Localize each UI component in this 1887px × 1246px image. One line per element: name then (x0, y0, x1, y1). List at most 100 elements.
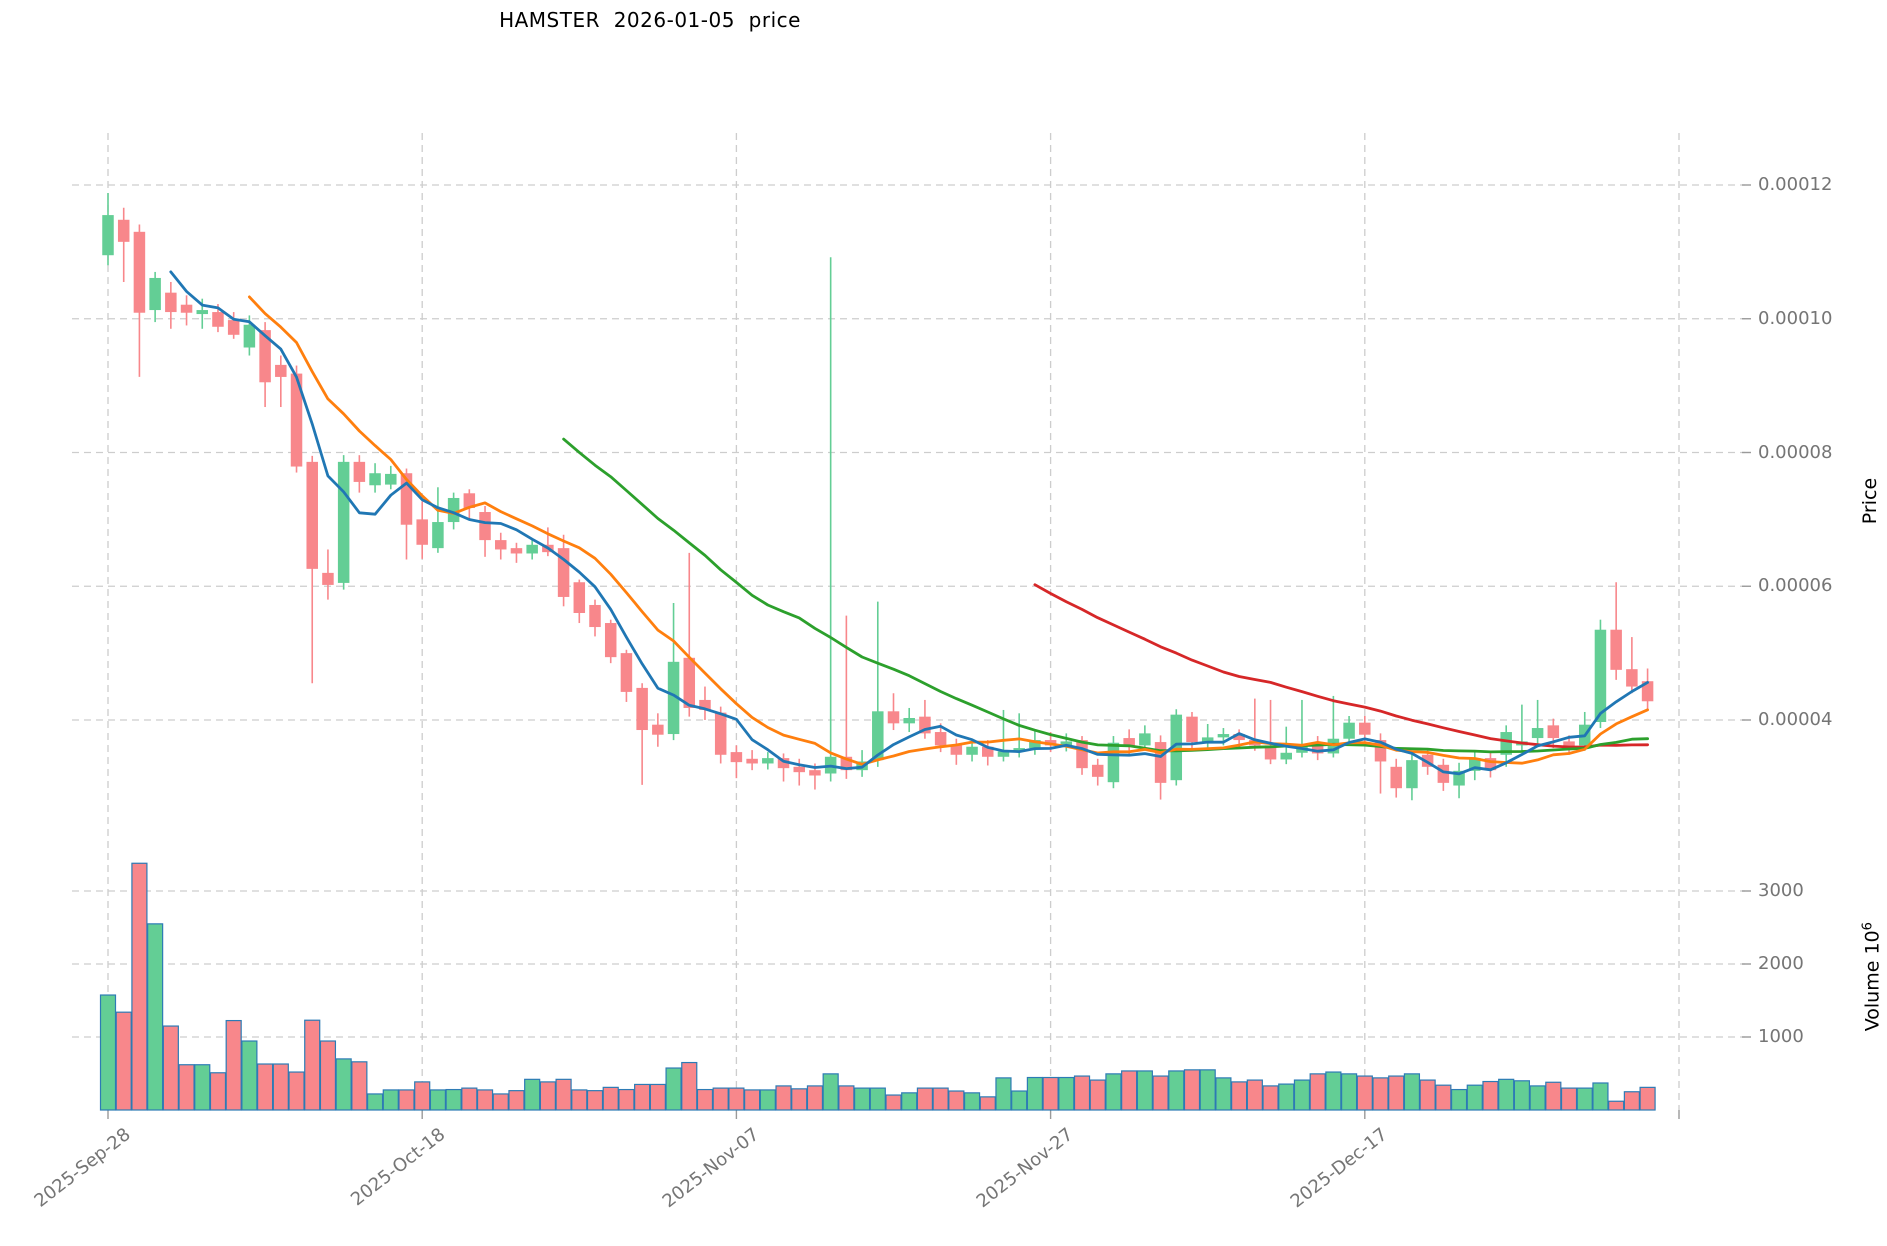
volume-bar (649, 1083, 666, 1111)
candle-body-down (306, 461, 318, 569)
candle-body-down (699, 699, 711, 710)
volume-bar (1215, 1077, 1232, 1111)
volume-axis-title: Volume 106 (1860, 867, 1883, 1087)
volume-tick-label: 3000 (1758, 880, 1804, 901)
candle-body-down (793, 766, 805, 773)
price-tick-label: 0.00008 (1758, 441, 1833, 463)
volume-bar (162, 1025, 179, 1111)
candle-body-up (997, 751, 1010, 757)
ma-60-line (1033, 583, 1649, 749)
volume-bar (366, 1093, 384, 1111)
volume-bar (728, 1087, 745, 1111)
candle-body-up (432, 522, 444, 549)
candle-body-up (385, 473, 397, 485)
candle-body-down (1264, 745, 1277, 760)
candle-body-down (227, 320, 240, 335)
candle-body-down (1091, 764, 1104, 777)
price-axis-title: Price (1859, 401, 1881, 601)
volume-bar (1073, 1075, 1091, 1111)
candle-body-down (887, 711, 900, 724)
volume-bar (1388, 1075, 1405, 1111)
candle-body-up (1500, 732, 1512, 755)
price-axis-title-text: Price (1859, 477, 1881, 525)
candle-body-down (479, 512, 491, 541)
volume-bar (272, 1063, 289, 1111)
candle-body-down (652, 724, 664, 735)
volume-bar (225, 1019, 242, 1111)
volume-bar (429, 1089, 447, 1111)
candle-body-down (1641, 681, 1654, 702)
candle-body-up (1531, 728, 1544, 739)
volume-axis-exponent: 6 (1860, 922, 1876, 931)
volume-bar (209, 1072, 227, 1111)
candle-body-up (1060, 741, 1073, 746)
volume-tick-label: 2000 (1758, 953, 1804, 974)
candle-body-up (1029, 740, 1041, 749)
candle-body-up (1107, 742, 1120, 783)
candle-body-down (1154, 742, 1167, 783)
price-tick-label: 0.00006 (1758, 575, 1833, 597)
candle-body-down (1563, 741, 1575, 747)
gridlines (72, 133, 1745, 1110)
volume-bar (1262, 1085, 1279, 1111)
volume-bar (445, 1088, 462, 1111)
candle-body-up (667, 661, 680, 735)
volume-bar (147, 923, 164, 1111)
volume-bar (1372, 1077, 1389, 1111)
volume-bar (885, 1094, 902, 1111)
volume-bar (838, 1085, 855, 1111)
candle-body-down (290, 373, 303, 467)
volume-bar (461, 1087, 478, 1111)
volume-bar (304, 1019, 321, 1111)
candle-body-down (604, 623, 617, 658)
candle-body-up (196, 310, 209, 315)
candle-body-up (966, 746, 978, 755)
volume-bar (398, 1089, 415, 1111)
volume-bar (948, 1090, 965, 1111)
candle-body-up (1170, 714, 1183, 781)
candle-body-down (1359, 722, 1371, 735)
candle-body-down (919, 716, 931, 734)
volume-bar (1623, 1091, 1640, 1111)
candle-body-down (165, 292, 177, 313)
candle-body-up (526, 544, 538, 554)
candle-body-down (1547, 725, 1560, 739)
volume-bar (791, 1088, 808, 1111)
volume-bar (1246, 1079, 1263, 1111)
candle-body-down (463, 493, 476, 509)
volume-bar (1450, 1088, 1468, 1111)
candle-body-down (416, 519, 428, 545)
candle-body-down (1437, 764, 1450, 783)
volume-bar (351, 1061, 368, 1111)
volume-bar (712, 1087, 729, 1111)
candle-body-down (557, 548, 570, 597)
candle-body-down (1626, 669, 1638, 687)
volume-bar (1466, 1084, 1483, 1111)
axis-tick-marks (107, 184, 1751, 1119)
candle-body-up (1469, 758, 1481, 771)
ma-10-line (248, 295, 1649, 766)
volume-bar (979, 1096, 996, 1111)
volume-bar (1356, 1075, 1373, 1111)
price-tick-label: 0.00010 (1758, 307, 1833, 329)
volume-bar (1403, 1073, 1421, 1111)
volume-bar (1278, 1083, 1295, 1111)
volume-bar (759, 1089, 776, 1111)
volume-bar (1168, 1070, 1185, 1111)
ma-5-line (169, 270, 1649, 776)
volume-bar (696, 1088, 714, 1111)
candle-body-down (117, 219, 130, 242)
volume-bar (775, 1085, 792, 1111)
candle-body-down (400, 473, 413, 525)
volume-bar (1592, 1082, 1609, 1111)
volume-bar (901, 1092, 918, 1111)
candle-body-down (1390, 766, 1402, 789)
volume-bar (1513, 1080, 1531, 1111)
candle-body-down (714, 712, 727, 755)
volume-tick-label: 1000 (1758, 1026, 1804, 1047)
candle-body-down (809, 770, 821, 776)
volume-bar (932, 1087, 949, 1111)
candle-body-down (180, 304, 193, 313)
volume-bar (1529, 1085, 1546, 1111)
